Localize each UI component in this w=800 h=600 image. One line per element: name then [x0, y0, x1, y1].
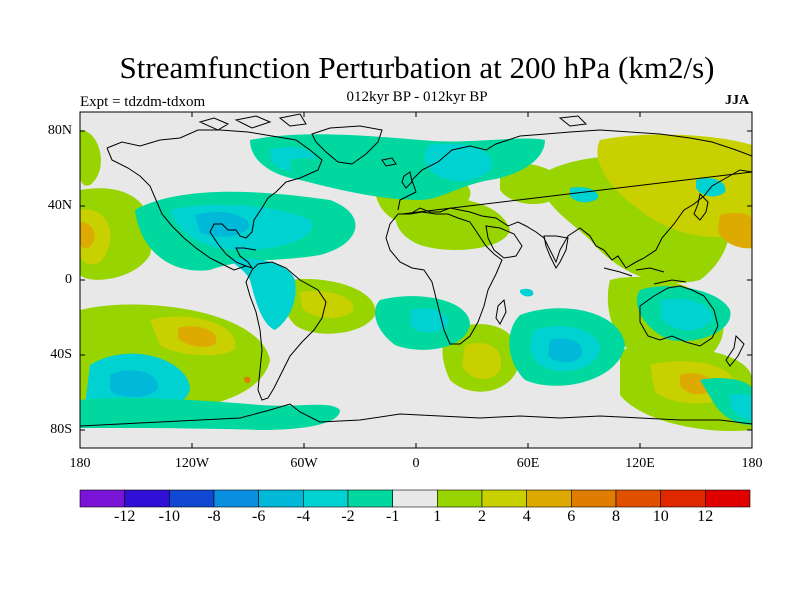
contour-region-m4-41	[520, 288, 534, 297]
contour-region-m2-36	[80, 397, 340, 430]
colorbar-box-13	[660, 489, 706, 508]
contour-region-p2-19	[462, 342, 501, 380]
lon-label-180w: 180	[69, 456, 91, 471]
north-america-west-coast	[106, 147, 247, 271]
contour-region-p4-22	[680, 373, 714, 395]
colorbar-label-2: -8	[207, 508, 221, 525]
colorbar-box-4	[258, 489, 304, 508]
colorbar-box-11	[571, 489, 617, 508]
colorbar-label-6: -1	[386, 508, 400, 525]
colorbar-box-0	[79, 489, 125, 508]
lat-label-eq: 0	[65, 272, 72, 287]
lon-label-60w: 60W	[290, 456, 318, 471]
contour-region-m4-37	[230, 258, 296, 330]
lat-label-80s: 80S	[50, 422, 72, 437]
contour-region-p2-1	[80, 209, 111, 265]
coastlines	[80, 113, 752, 427]
contour-fill-regions	[80, 130, 752, 431]
lat-label-80n: 80N	[47, 123, 72, 138]
contour-region-m4-27	[410, 308, 449, 333]
contour-region-p2-13	[597, 134, 752, 238]
colorbar-box-10	[526, 489, 572, 508]
lon-label-120w: 120W	[174, 456, 210, 471]
contour-region-m6-6	[110, 370, 159, 398]
colorbar-label-11: 8	[612, 508, 620, 525]
africa-coast	[385, 211, 503, 345]
arctic-islands	[198, 113, 588, 131]
colorbar-label-7: 1	[433, 508, 442, 525]
contour-region-m6-30	[548, 338, 583, 363]
contour-region-p6-43	[244, 376, 251, 384]
season-label: JJA	[725, 93, 750, 108]
lat-label-40s: 40S	[50, 347, 72, 362]
india-coast	[543, 235, 569, 269]
colorbar-label-1: -10	[158, 508, 180, 525]
indonesia-coast	[603, 267, 687, 285]
colorbar-box-2	[169, 489, 215, 508]
map-subtitle: 012kyr BP - 012kyr BP	[346, 89, 488, 105]
australia-coast	[639, 285, 719, 347]
uk-coast	[401, 171, 413, 189]
colorbar-label-9: 4	[522, 508, 531, 525]
contour-region-p4-8	[178, 326, 217, 347]
colorbar-box-8	[437, 489, 483, 508]
contour-region-m4-34	[424, 143, 492, 182]
colorbar-box-6	[347, 489, 393, 508]
greenland-coast	[311, 125, 383, 165]
map-title: Streamfunction Perturbation at 200 hPa (…	[119, 50, 715, 85]
field-plot-area	[80, 112, 752, 448]
new-zealand-coast	[725, 334, 745, 367]
colorbar-box-3	[213, 489, 259, 508]
lon-label-0: 0	[412, 456, 420, 471]
contour-region-p1-3	[80, 130, 101, 186]
colorbar-label-0: -12	[114, 508, 136, 525]
colorbar-label-12: 10	[652, 508, 669, 525]
colorbar-box-12	[615, 489, 661, 508]
colorbar-box-7	[392, 489, 438, 508]
contour-region-p1-10	[395, 196, 510, 250]
europe-asia-coast	[397, 129, 752, 269]
contour-region-p2-17	[300, 291, 354, 318]
lon-label-60e: 60E	[516, 456, 540, 471]
arabia-coast	[485, 225, 523, 259]
colorbar-box-1	[124, 489, 170, 508]
lon-label-120e: 120E	[625, 456, 655, 471]
colorbar-label-10: 6	[567, 508, 576, 525]
experiment-label: Expt = tdzdm-tdxom	[80, 94, 206, 110]
colorbar-box-9	[481, 489, 527, 508]
contour-region-p4-2	[80, 222, 95, 249]
colorbar	[79, 489, 751, 508]
colorbar-label-8: 2	[478, 508, 486, 525]
lon-label-180e: 180	[741, 456, 763, 471]
madagascar-coast	[495, 298, 507, 325]
colorbar-label-5: -2	[341, 508, 355, 525]
colorbar-label-3: -6	[252, 508, 266, 525]
colorbar-box-14	[705, 489, 751, 508]
contour-region-p4-14	[718, 212, 752, 249]
contour-region-m4-32	[660, 298, 713, 331]
colorbar-box-5	[303, 489, 349, 508]
lat-label-40n: 40N	[47, 198, 72, 213]
antarctica-coast	[80, 403, 752, 427]
south-america-coast	[245, 261, 327, 401]
contour-region-m2-44	[290, 158, 321, 176]
colorbar-label-13: 12	[697, 508, 714, 525]
contour-region-m4-39	[730, 393, 752, 420]
colorbar-label-4: -4	[296, 508, 310, 525]
japan-coast	[693, 192, 709, 221]
iceland-coast	[381, 157, 397, 167]
axis-ticks	[80, 112, 752, 448]
